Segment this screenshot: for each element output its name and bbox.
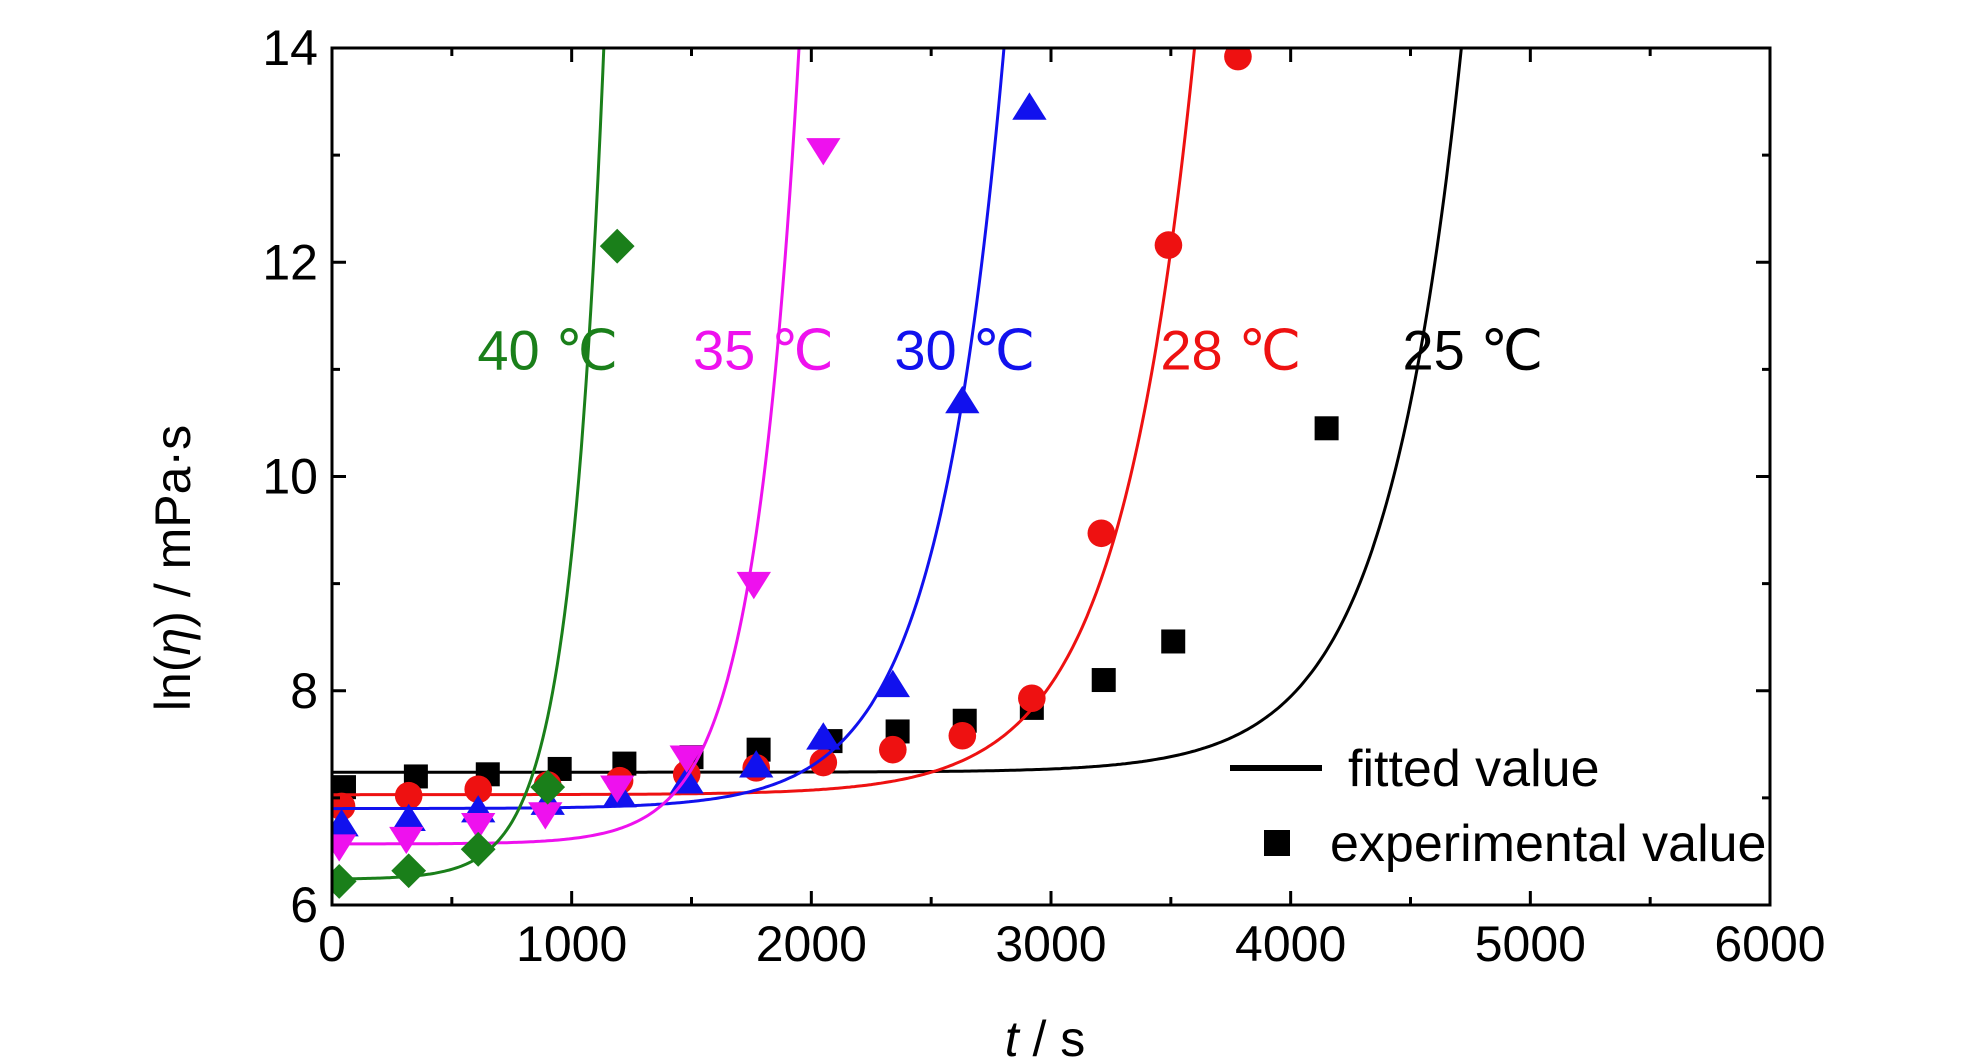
x-axis-label: t / s xyxy=(1005,1011,1086,1062)
y-axis-label-var: η xyxy=(145,628,201,656)
x-axis-label-var: t xyxy=(1005,1011,1021,1062)
y-tick-label: 10 xyxy=(262,449,318,505)
data-point xyxy=(1161,629,1186,654)
temperature-label: 40 ℃ xyxy=(477,318,618,381)
data-point xyxy=(1018,684,1046,713)
data-point xyxy=(528,802,563,830)
y-tick-label: 14 xyxy=(262,20,318,76)
annotation-layer: 40 ℃ 35 ℃ 30 ℃ 28 ℃ 25 ℃ xyxy=(477,318,1543,381)
x-tick-label: 4000 xyxy=(1235,916,1346,972)
data-point xyxy=(1091,668,1116,693)
y-tick-label: 12 xyxy=(262,234,318,290)
temperature-label: 28 ℃ xyxy=(1160,318,1301,381)
axes-layer: 0 1000 2000 3000 4000 5000 6000 6 8 10 12 14 xyxy=(262,20,1825,972)
data-point xyxy=(599,228,635,264)
data-point xyxy=(389,826,424,855)
data-point xyxy=(1224,48,1252,71)
x-tick-label: 5000 xyxy=(1475,916,1586,972)
x-tick-label: 1000 xyxy=(516,916,627,972)
x-tick-label: 6000 xyxy=(1714,916,1825,972)
y-tick-label: 6 xyxy=(290,877,318,933)
data-point xyxy=(948,721,977,750)
data-point xyxy=(600,775,635,803)
data-point xyxy=(332,834,357,862)
fitted-curve xyxy=(332,48,801,846)
series-layer xyxy=(332,48,1463,899)
data-point xyxy=(332,792,356,821)
x-axis-label-unit: / s xyxy=(1019,1011,1086,1062)
y-axis-label: ln(η) / mPa·s xyxy=(145,425,201,711)
data-point xyxy=(806,722,841,750)
y-axis-label-prefix: ln( xyxy=(145,655,201,711)
series-group xyxy=(332,48,841,862)
data-point xyxy=(391,853,427,889)
legend: fitted value experimental value xyxy=(1230,740,1766,873)
data-point xyxy=(669,745,704,773)
data-point xyxy=(1087,519,1116,548)
data-point xyxy=(461,812,496,841)
legend-marker-label: experimental value xyxy=(1330,815,1766,873)
data-point xyxy=(809,748,838,777)
x-tick-label: 2000 xyxy=(756,916,867,972)
data-point xyxy=(464,775,492,804)
data-point xyxy=(875,669,910,698)
fitted-curve xyxy=(332,48,1463,774)
data-point xyxy=(391,803,426,831)
legend-line-label: fitted value xyxy=(1348,740,1600,798)
data-point xyxy=(332,864,357,899)
y-tick-label: 8 xyxy=(290,663,318,719)
data-point xyxy=(736,571,771,600)
legend-marker-swatch xyxy=(1264,830,1290,856)
data-point xyxy=(1314,416,1339,441)
series-group xyxy=(332,48,635,899)
data-point xyxy=(394,781,423,810)
data-point xyxy=(460,831,496,867)
temperature-label: 30 ℃ xyxy=(894,318,1035,381)
data-point xyxy=(1012,92,1047,120)
data-point xyxy=(332,809,359,837)
x-tick-label: 3000 xyxy=(995,916,1106,972)
data-point xyxy=(879,735,907,764)
data-point xyxy=(1154,231,1183,259)
data-point xyxy=(806,138,841,166)
data-point xyxy=(945,385,980,414)
temperature-label: 25 ℃ xyxy=(1402,318,1543,381)
series-group xyxy=(332,48,1252,821)
y-axis-label-suffix: ) / mPa·s xyxy=(145,425,201,628)
temperature-label: 35 ℃ xyxy=(693,318,834,381)
fitted-curve xyxy=(332,48,1006,811)
x-tick-label: 0 xyxy=(318,916,346,972)
data-point xyxy=(530,769,566,805)
data-point xyxy=(739,750,774,778)
